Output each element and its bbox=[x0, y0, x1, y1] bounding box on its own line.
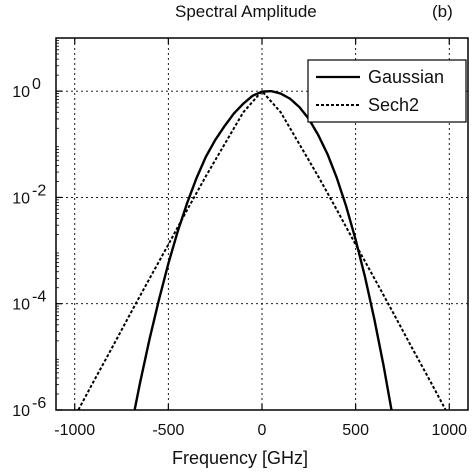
y-tick-label: 10 bbox=[12, 403, 30, 420]
y-tick-base: 10 bbox=[12, 297, 30, 314]
y-tick-label: 10 bbox=[12, 190, 30, 207]
legend: Gaussian Sech2 bbox=[307, 59, 467, 123]
y-tick-exponent: 0 bbox=[32, 76, 41, 93]
x-tick-label: 0 bbox=[258, 422, 267, 439]
y-tick-exponent: -6 bbox=[32, 395, 46, 412]
panel-label: (b) bbox=[432, 2, 453, 21]
series-gaussian-line bbox=[133, 89, 393, 410]
legend-gaussian-label: Gaussian bbox=[368, 67, 444, 87]
chart-title: Spectral Amplitude bbox=[175, 2, 317, 21]
x-axis-label: Frequency [GHz] bbox=[172, 448, 309, 468]
y-tick-base: 10 bbox=[12, 190, 30, 207]
y-tick-base: 10 bbox=[12, 84, 30, 101]
legend-box bbox=[307, 59, 467, 123]
y-tick-exponent: -4 bbox=[32, 289, 46, 306]
x-tick-label: 1000 bbox=[431, 422, 467, 439]
y-tick-base: 10 bbox=[12, 403, 30, 420]
x-tick-label: 500 bbox=[342, 422, 369, 439]
y-tick-label: 10 bbox=[12, 297, 30, 314]
y-tick-exponent: -2 bbox=[32, 182, 46, 199]
x-tick-label: -500 bbox=[152, 422, 184, 439]
series-sech2-line bbox=[77, 90, 447, 410]
legend-sech2-label: Sech2 bbox=[368, 95, 419, 115]
x-tick-label: -1000 bbox=[54, 422, 95, 439]
y-tick-label: 10 bbox=[12, 84, 30, 101]
curves-layer bbox=[77, 89, 447, 410]
